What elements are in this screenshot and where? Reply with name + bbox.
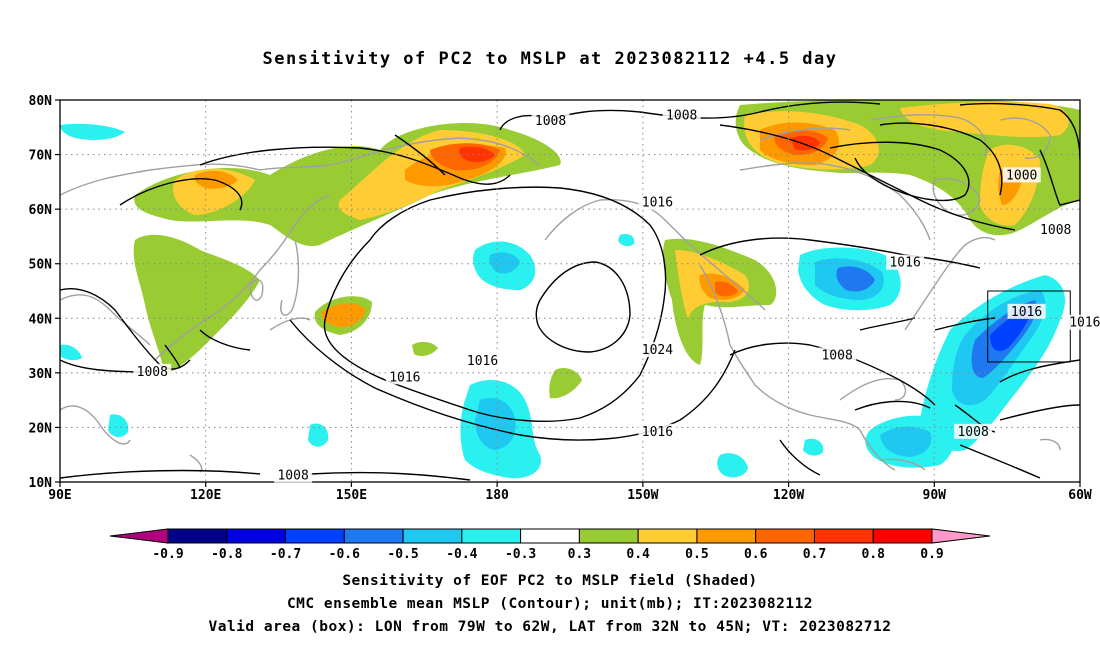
colorbar-tick-label: -0.4: [446, 547, 477, 562]
colorbar-tick-label: 0.8: [861, 547, 885, 562]
contour-label: 1008: [535, 114, 566, 129]
lon-tick-label: 90W: [923, 488, 947, 500]
contour-label: 1016: [889, 256, 920, 271]
figure-title: Sensitivity of PC2 to MSLP at 2023082112…: [262, 49, 838, 69]
contour-label-bg: [385, 369, 424, 385]
lat-tick-label: 60N: [29, 203, 53, 218]
map-frame: [59, 99, 1081, 483]
lon-tick-label: 90E: [48, 488, 71, 500]
lat-tick-labels: 80N 70N 60N 50N 40N 30N 20N 10N: [29, 94, 60, 491]
lon-tick-label: 150E: [336, 488, 367, 500]
contour-label: 1016: [1011, 305, 1042, 320]
colorbar: -0.9 -0.8 -0.7 -0.6 -0.5 -0.4 -0.3 0.3 0.4 0.5 0.6…: [109, 528, 991, 562]
contour-label-bg: [1065, 314, 1100, 330]
colorbar-tick-label: -0.6: [329, 547, 360, 562]
contour-label: 1016: [467, 354, 498, 369]
lon-tick-label: 180: [485, 488, 509, 500]
lat-tick-label: 10N: [29, 476, 53, 491]
contour-label-bg: [133, 363, 172, 379]
lat-tick-label: 30N: [29, 367, 53, 382]
contour-label: 1000: [1006, 168, 1037, 183]
colorbar-tick-label: 0.3: [568, 547, 591, 562]
contour-label: 1008: [666, 108, 697, 123]
lon-tick-label: 60W: [1068, 488, 1092, 500]
contour-label: 1008: [137, 365, 168, 380]
mslp-contours: [60, 101, 1080, 481]
contour-label-bg: [886, 254, 925, 270]
colorbar-swatch: [696, 528, 757, 544]
colorbar-swatch: [578, 528, 639, 544]
colorbar-tick-label: -0.8: [211, 547, 242, 562]
colorbar-swatch: [461, 528, 522, 544]
contour-label: 1016: [1069, 316, 1100, 331]
colorbar-tick-label: 0.4: [626, 547, 650, 562]
contour-label: 1008: [957, 425, 988, 440]
colorbar-swatch: [872, 528, 933, 544]
contour-label: 1008: [821, 348, 852, 363]
contour-label-bg: [463, 352, 502, 368]
contour-label-bg: [1002, 167, 1041, 183]
lat-tick-label: 40N: [29, 312, 53, 327]
colorbar-swatch: [813, 528, 874, 544]
colorbar-tick-label: -0.7: [270, 547, 301, 562]
colorbar-swatch: [343, 528, 404, 544]
lon-tick-label: 120W: [773, 488, 804, 500]
colorbar-swatch: [520, 528, 580, 544]
contour-label-bg: [818, 347, 857, 363]
contour-label-bg: [638, 342, 677, 358]
colorbar-tick-label: 0.9: [920, 547, 943, 562]
colorbar-tick-label: -0.3: [505, 547, 536, 562]
lat-tick-label: 80N: [29, 94, 53, 109]
sensitivity-shading: [60, 100, 1080, 479]
contour-label: 1008: [1040, 223, 1071, 238]
colorbar-tick-label: 0.7: [803, 547, 826, 562]
contour-label-bg: [638, 423, 677, 439]
contour-label: 1016: [642, 425, 673, 440]
map-panel: 1008 1008 1016 1000 1008 1016 1024 1016 1016 1008…: [29, 94, 1100, 500]
contour-labels: 1008 1008 1016 1000 1008 1016 1024 1016 1016 1008…: [133, 107, 1100, 484]
lat-tick-label: 70N: [29, 149, 53, 164]
lon-tick-labels: 90E 120E 150E 180 150W 120W 90W 60W: [48, 482, 1092, 500]
contour-label-bg: [1036, 221, 1075, 237]
colorbar-tick-label: 0.5: [685, 547, 708, 562]
colorbar-tick-label: -0.5: [387, 547, 418, 562]
colorbar-high-arrow: [931, 528, 991, 544]
colorbar-swatch: [402, 528, 463, 544]
colorbar-swatch: [285, 528, 345, 544]
colorbar-tick-label: 0.6: [744, 547, 768, 562]
lon-tick-label: 120E: [190, 488, 221, 500]
caption-line-3: Valid area (box): LON from 79W to 62W, L…: [208, 619, 892, 635]
colorbar-low-arrow: [109, 528, 169, 544]
contour-label: 1008: [277, 469, 308, 484]
contour-label-bg: [954, 423, 993, 439]
contour-label: 1016: [389, 370, 420, 385]
contour-label: 1024: [642, 343, 673, 358]
coastlines: [60, 113, 1061, 473]
contour-label-bg: [662, 107, 701, 123]
colorbar-swatch: [637, 528, 698, 544]
lat-tick-label: 50N: [29, 258, 53, 273]
colorbar-swatch: [167, 528, 228, 544]
caption-line-1: Sensitivity of EOF PC2 to MSLP field (Sh…: [342, 573, 758, 589]
contour-label: 1016: [642, 196, 673, 211]
lon-tick-label: 150W: [627, 488, 658, 500]
contour-label-bg: [531, 112, 570, 128]
colorbar-swatch: [226, 528, 287, 544]
lat-tick-label: 20N: [29, 421, 53, 436]
contour-label-bg: [274, 467, 313, 483]
colorbar-swatch: [755, 528, 815, 544]
colorbar-tick-label: -0.9: [152, 547, 183, 562]
contour-label-bg: [1007, 303, 1046, 319]
caption-line-2: CMC ensemble mean MSLP (Contour); unit(m…: [286, 596, 814, 612]
contour-label-bg: [638, 194, 677, 210]
